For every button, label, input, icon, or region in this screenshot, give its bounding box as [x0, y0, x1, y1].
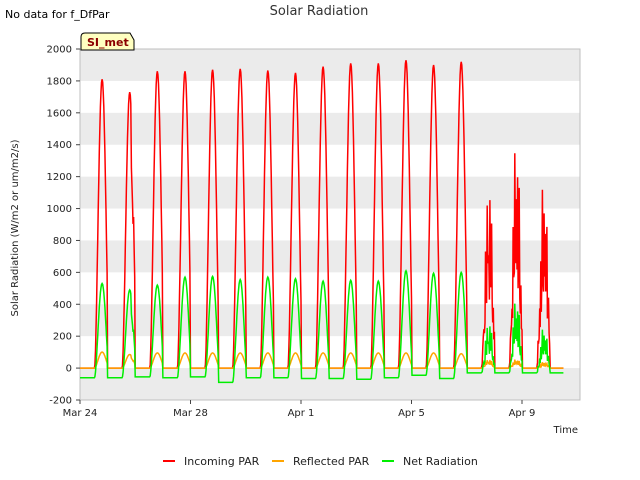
grid-band [80, 240, 580, 273]
series-line-net-radiation [80, 269, 564, 384]
x-tick-label: Mar 24 [63, 408, 98, 419]
legend-label: Incoming PAR [184, 455, 260, 468]
x-tick-label: Apr 9 [509, 408, 536, 419]
x-tick-label: Apr 5 [398, 408, 425, 419]
plot-frame [79, 48, 581, 401]
grid-band [80, 112, 580, 145]
y-tick-label: 400 [53, 300, 72, 311]
y-tick-label: -200 [49, 396, 72, 407]
y-tick-label: 2000 [47, 45, 72, 56]
y-tick-label: 200 [53, 332, 72, 343]
y-axis: -200 0 200 400 600 800 1000 1200 1400 1600 1800 200… [47, 45, 80, 407]
series-line-incoming-par [80, 60, 564, 369]
x-axis-label: Time [553, 425, 578, 436]
legend-item: Incoming PAR [163, 455, 260, 468]
x-tick-label: Mar 28 [173, 408, 208, 419]
y-tick-label: 800 [53, 236, 72, 247]
y-tick-label: 1400 [47, 140, 72, 151]
y-tick-label: 0 [66, 364, 72, 375]
y-tick-label: 1600 [47, 108, 72, 119]
legend-item: Net Radiation [382, 455, 478, 468]
y-axis-label: Solar Radiation (W/m2 or um/m2/s) [10, 139, 21, 316]
y-tick-label: 1200 [47, 172, 72, 183]
legend-label: Net Radiation [403, 455, 478, 468]
legend: Incoming PAR Reflected PAR Net Radiation [163, 455, 478, 468]
legend-item: Reflected PAR [272, 455, 370, 468]
y-tick-label: 600 [53, 268, 72, 279]
site-badge-label: SI_met [87, 36, 129, 49]
chart-title: Solar Radiation [270, 4, 369, 19]
grid-band [80, 176, 580, 209]
x-axis: Mar 24 Mar 28 Apr 1 Apr 5 Apr 9 [63, 400, 536, 419]
background-bands [80, 49, 580, 400]
grid-band [80, 49, 580, 81]
y-tick-label: 1800 [47, 76, 72, 87]
no-data-note: No data for f_DfPar [5, 8, 110, 21]
series-layer [80, 60, 564, 384]
site-badge: SI_met [80, 32, 135, 51]
site-badge-shape [80, 32, 135, 51]
y-tick-label: 1000 [47, 204, 72, 215]
x-tick-label: Apr 1 [288, 408, 315, 419]
legend-label: Reflected PAR [293, 455, 370, 468]
